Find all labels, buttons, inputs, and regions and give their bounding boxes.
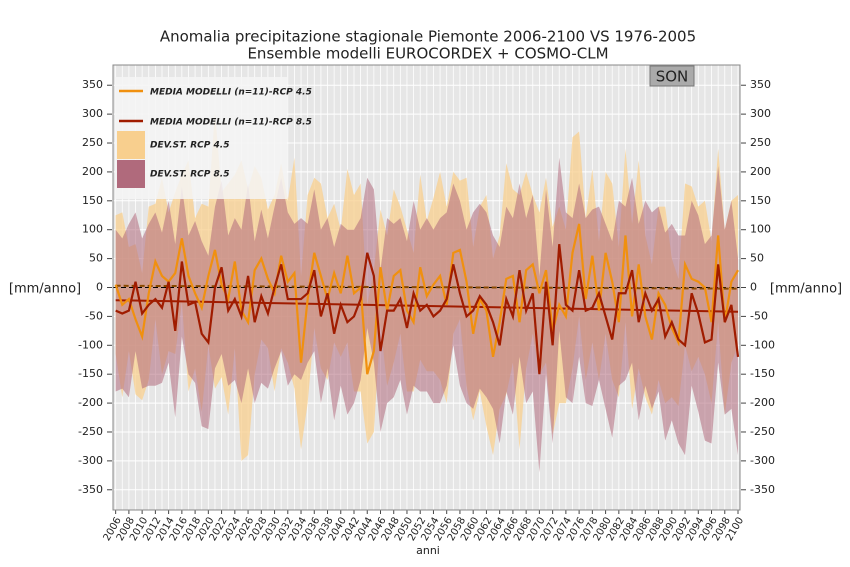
y-tick-label: 200 (82, 165, 103, 178)
y-tick-label: 50 (89, 252, 103, 265)
season-box (649, 65, 695, 87)
y-tick-label: -250 (78, 425, 103, 438)
y2-tick-label: 350 (750, 78, 771, 91)
y-tick-label: 300 (82, 107, 103, 120)
legend: MEDIA MODELLI (n=11)-RCP 4.5 MEDIA MODELL… (115, 77, 312, 199)
y2-tick-label: 250 (750, 136, 771, 149)
y2-tick-label: 300 (750, 107, 771, 120)
y-tick-label: -200 (78, 396, 103, 409)
legend-swatch (117, 160, 145, 188)
x-axis-label: anni (416, 544, 440, 557)
chart-subtitle: Ensemble modelli EUROCORDEX + COSMO-CLM (247, 45, 608, 63)
y2-tick-label: -100 (750, 338, 775, 351)
y2-tick-label: -250 (750, 425, 775, 438)
legend-swatch (117, 131, 145, 159)
y2-tick-label: -150 (750, 367, 775, 380)
y2-tick-label: 0 (750, 281, 757, 294)
std-band (115, 157, 739, 473)
y-tick-label: -350 (78, 483, 103, 496)
legend-label: MEDIA MODELLI (n=11)-RCP 8.5 (150, 118, 312, 128)
y-tick-label: 150 (82, 194, 103, 207)
mean-line (115, 244, 740, 375)
y-axis-label: [mm/anno] (9, 282, 81, 297)
y2-axis-label: [mm/anno] (770, 282, 842, 297)
y-tick-label: -50 (85, 309, 103, 322)
y-tick-label: 0 (96, 281, 103, 294)
plot-frame (112, 64, 741, 511)
y-tick-label: -300 (78, 454, 103, 467)
y-tick-label: -100 (78, 338, 103, 351)
y2-tick-label: 50 (750, 252, 764, 265)
y2-tick-label: -300 (750, 454, 775, 467)
legend-label: DEV.ST. RCP 4.5 (150, 141, 229, 151)
y2-tick-label: -350 (750, 483, 775, 496)
y2-tick-label: 200 (750, 165, 771, 178)
y-tick-label: 250 (82, 136, 103, 149)
y2-tick-label: -50 (750, 309, 768, 322)
y2-tick-label: 150 (750, 194, 771, 207)
y-tick-label: 350 (82, 78, 103, 91)
y-tick-label: 100 (82, 223, 103, 236)
y-tick-label: -150 (78, 367, 103, 380)
legend-label: MEDIA MODELLI (n=11)-RCP 4.5 (150, 88, 312, 98)
chart-title: Anomalia precipitazione stagionale Piemo… (160, 28, 696, 46)
y2-tick-label: 100 (750, 223, 771, 236)
y2-tick-label: -200 (750, 396, 775, 409)
season-label: SON (656, 68, 689, 86)
legend-label: DEV.ST. RCP 8.5 (150, 170, 229, 180)
